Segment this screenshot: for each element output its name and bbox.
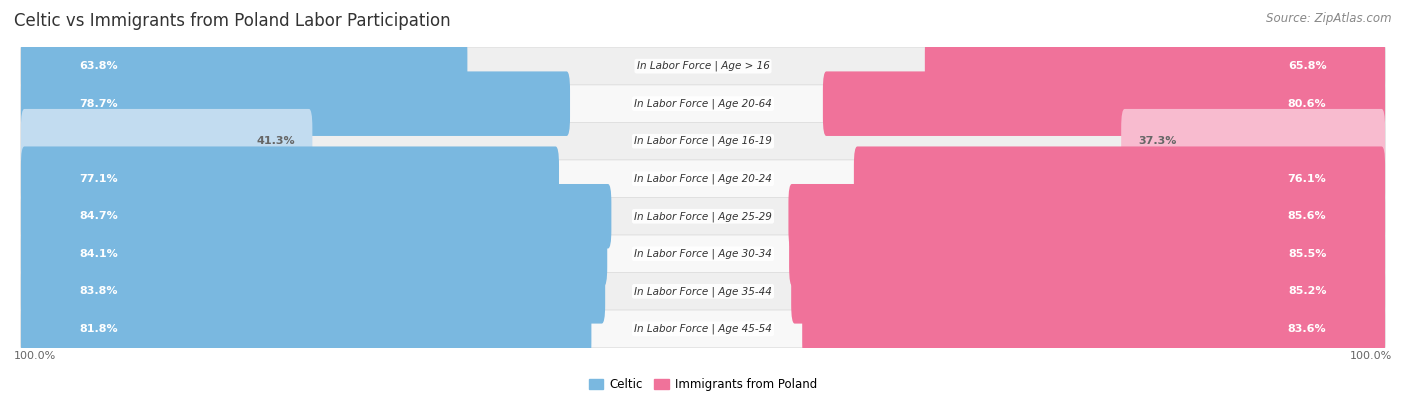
FancyBboxPatch shape bbox=[21, 184, 612, 248]
Text: In Labor Force | Age 35-44: In Labor Force | Age 35-44 bbox=[634, 286, 772, 297]
FancyBboxPatch shape bbox=[21, 160, 1385, 198]
FancyBboxPatch shape bbox=[21, 273, 1385, 310]
Text: 85.2%: 85.2% bbox=[1288, 286, 1326, 296]
FancyBboxPatch shape bbox=[21, 85, 1385, 122]
Text: In Labor Force | Age 25-29: In Labor Force | Age 25-29 bbox=[634, 211, 772, 222]
Text: In Labor Force | Age 20-24: In Labor Force | Age 20-24 bbox=[634, 173, 772, 184]
Text: In Labor Force | Age 20-64: In Labor Force | Age 20-64 bbox=[634, 98, 772, 109]
FancyBboxPatch shape bbox=[21, 222, 607, 286]
FancyBboxPatch shape bbox=[1121, 109, 1385, 173]
FancyBboxPatch shape bbox=[21, 122, 1385, 160]
Text: In Labor Force | Age 16-19: In Labor Force | Age 16-19 bbox=[634, 136, 772, 147]
Text: 41.3%: 41.3% bbox=[256, 136, 295, 146]
FancyBboxPatch shape bbox=[21, 310, 1385, 348]
FancyBboxPatch shape bbox=[21, 109, 312, 173]
FancyBboxPatch shape bbox=[21, 47, 1385, 85]
Text: In Labor Force | Age 30-34: In Labor Force | Age 30-34 bbox=[634, 248, 772, 259]
FancyBboxPatch shape bbox=[21, 34, 467, 98]
FancyBboxPatch shape bbox=[21, 259, 605, 324]
Text: 78.7%: 78.7% bbox=[80, 99, 118, 109]
FancyBboxPatch shape bbox=[21, 147, 560, 211]
Text: 83.8%: 83.8% bbox=[80, 286, 118, 296]
FancyBboxPatch shape bbox=[853, 147, 1385, 211]
FancyBboxPatch shape bbox=[823, 71, 1385, 136]
FancyBboxPatch shape bbox=[21, 71, 569, 136]
Text: 65.8%: 65.8% bbox=[1288, 61, 1326, 71]
Text: 63.8%: 63.8% bbox=[80, 61, 118, 71]
Text: In Labor Force | Age > 16: In Labor Force | Age > 16 bbox=[637, 61, 769, 71]
Text: 85.5%: 85.5% bbox=[1288, 249, 1326, 259]
FancyBboxPatch shape bbox=[789, 222, 1385, 286]
Text: 84.7%: 84.7% bbox=[80, 211, 118, 221]
FancyBboxPatch shape bbox=[21, 198, 1385, 235]
FancyBboxPatch shape bbox=[925, 34, 1385, 98]
FancyBboxPatch shape bbox=[21, 235, 1385, 273]
Text: 77.1%: 77.1% bbox=[80, 174, 118, 184]
Text: Celtic vs Immigrants from Poland Labor Participation: Celtic vs Immigrants from Poland Labor P… bbox=[14, 12, 451, 30]
Text: Source: ZipAtlas.com: Source: ZipAtlas.com bbox=[1267, 12, 1392, 25]
Text: 100.0%: 100.0% bbox=[1350, 351, 1392, 361]
Text: 80.6%: 80.6% bbox=[1288, 99, 1326, 109]
Text: 81.8%: 81.8% bbox=[80, 324, 118, 334]
Text: 37.3%: 37.3% bbox=[1139, 136, 1177, 146]
Text: In Labor Force | Age 45-54: In Labor Force | Age 45-54 bbox=[634, 324, 772, 334]
FancyBboxPatch shape bbox=[789, 184, 1385, 248]
Text: 76.1%: 76.1% bbox=[1288, 174, 1326, 184]
Legend: Celtic, Immigrants from Poland: Celtic, Immigrants from Poland bbox=[585, 373, 821, 395]
FancyBboxPatch shape bbox=[21, 297, 592, 361]
Text: 83.6%: 83.6% bbox=[1288, 324, 1326, 334]
Text: 85.6%: 85.6% bbox=[1288, 211, 1326, 221]
Text: 100.0%: 100.0% bbox=[14, 351, 56, 361]
FancyBboxPatch shape bbox=[803, 297, 1385, 361]
Text: 84.1%: 84.1% bbox=[80, 249, 118, 259]
FancyBboxPatch shape bbox=[792, 259, 1385, 324]
